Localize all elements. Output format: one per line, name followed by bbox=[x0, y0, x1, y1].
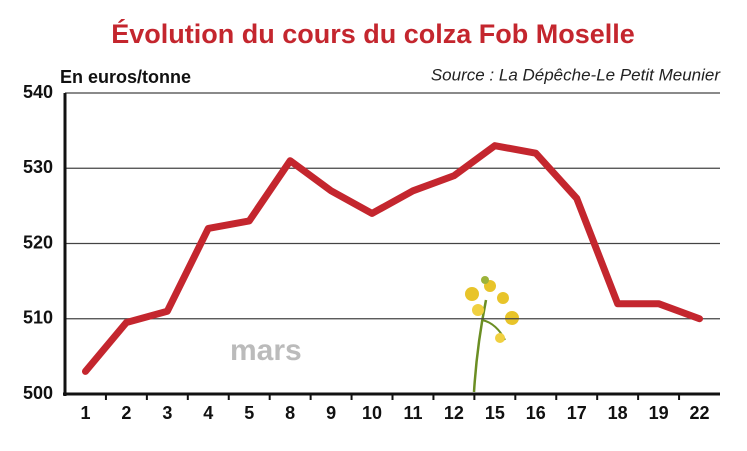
y-tick-label: 540 bbox=[23, 82, 53, 102]
y-axis-label: En euros/tonne bbox=[60, 67, 191, 87]
line bbox=[81, 142, 704, 375]
x-tick-label: 9 bbox=[326, 403, 336, 423]
x-tick-label: 1 bbox=[80, 403, 90, 423]
x-tick-label: 15 bbox=[485, 403, 505, 423]
y-tick-label: 510 bbox=[23, 308, 53, 328]
x-tick-label: 16 bbox=[526, 403, 546, 423]
x-tick-label: 22 bbox=[690, 403, 710, 423]
y-tick-label: 500 bbox=[23, 383, 53, 403]
x-tick-label: 3 bbox=[162, 403, 172, 423]
y-tick-label: 520 bbox=[23, 232, 53, 252]
x-tick-label: 2 bbox=[121, 403, 131, 423]
x-tick-label: 5 bbox=[244, 403, 254, 423]
x-tick-label: 8 bbox=[285, 403, 295, 423]
chart-title: Évolution du cours du colza Fob Moselle bbox=[111, 18, 635, 49]
x-tick-label: 10 bbox=[362, 403, 382, 423]
x-tick-label: 19 bbox=[649, 403, 669, 423]
x-tick-label: 18 bbox=[608, 403, 628, 423]
x-tick-label: 4 bbox=[203, 403, 213, 423]
annotation: mars bbox=[230, 334, 302, 367]
x-tick-label: 12 bbox=[444, 403, 464, 423]
flower-illustration bbox=[465, 276, 519, 393]
source: Source : La Dépêche-Le Petit Meunier bbox=[431, 65, 722, 84]
x-tick-label: 17 bbox=[567, 403, 587, 423]
y-tick-label: 530 bbox=[23, 157, 53, 177]
x-tick-label: 11 bbox=[403, 403, 422, 423]
